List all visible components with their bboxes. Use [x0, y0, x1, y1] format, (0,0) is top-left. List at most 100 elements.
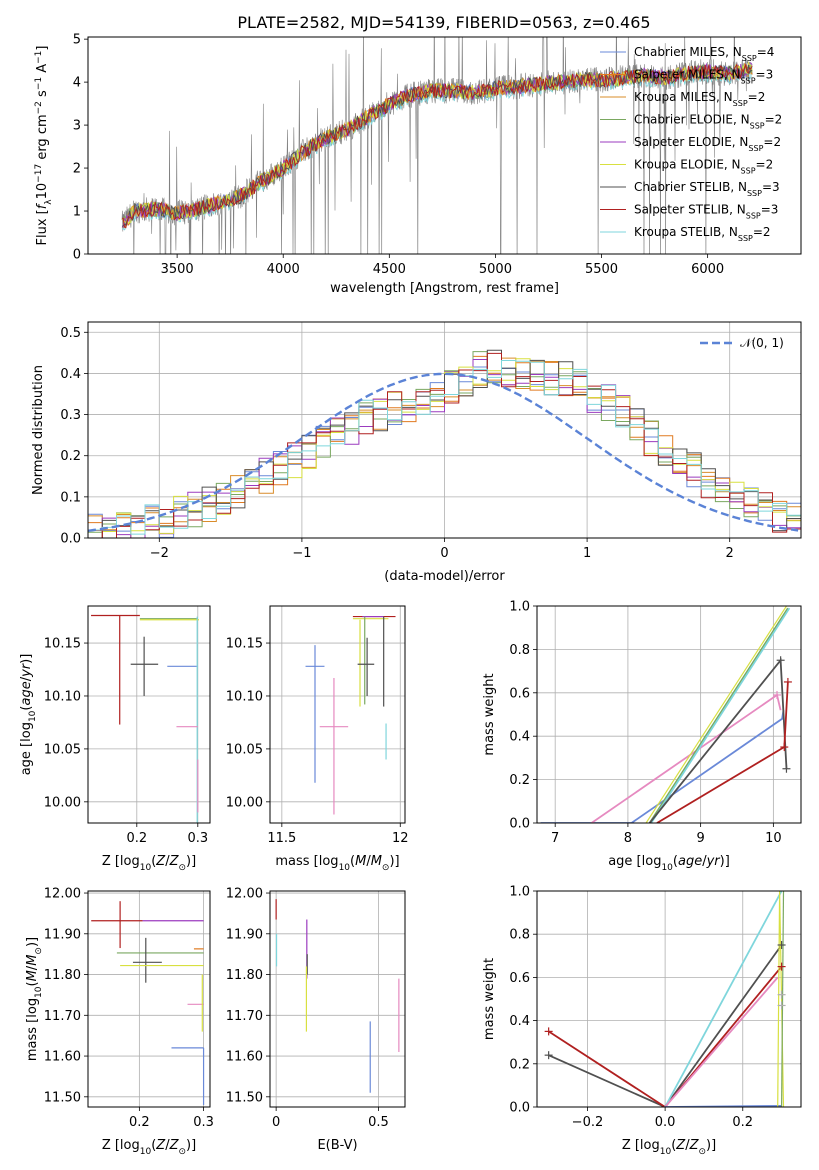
panel-8: −0.2 0.0 0.20.00.20.40.60.81.0Z [log10(Z/Z… [482, 885, 802, 1157]
label-part: )] [706, 1138, 716, 1153]
label-part: / [25, 965, 40, 970]
legend-subscript: SSP [738, 234, 753, 243]
label-part: 10 [35, 183, 50, 200]
label-part: 10 [28, 710, 38, 722]
x-tick-label: 0.2 [126, 831, 147, 846]
x-tick-label: 12 [392, 831, 409, 846]
x-tick-label: 0 [272, 1115, 280, 1130]
label-part: mass [log [25, 998, 40, 1061]
label-part: (data-model)/error [384, 569, 505, 584]
axes-frame [269, 605, 406, 824]
x-tick-label: 6000 [691, 262, 724, 277]
label-part: −17 [34, 164, 44, 183]
x-tick-label: 10 [765, 831, 782, 846]
plot-area [91, 614, 200, 823]
x-axis-label: Z [log10(Z/Z⊙)] [102, 1138, 196, 1157]
x-tick-label: 0.2 [732, 1115, 753, 1130]
y-axis-label: Flux [fλ10−17 erg cm−2 s−1 A−1] [34, 46, 54, 246]
legend-text: Chabrier ELODIE, N [634, 113, 750, 127]
x-tick-label: 9 [696, 831, 704, 846]
y-tick-label: 10.00 [44, 795, 81, 810]
x-tick-label: 0.3 [187, 831, 208, 846]
mass-weight-line [648, 657, 788, 823]
legend-text: Salpeter MILES, N [634, 68, 741, 82]
label-part: / [19, 676, 34, 681]
label-part: −1 [34, 51, 44, 64]
label-part: 10 [660, 1147, 672, 1157]
label-part: wavelength [Angstrom, rest frame] [330, 281, 559, 296]
legend-tail: =3 [762, 180, 780, 194]
label-part: Z [log [102, 854, 140, 869]
x-tick-label: −1 [292, 546, 311, 561]
y-tick-label: 10.15 [44, 637, 81, 652]
y-tick-label: 11.90 [44, 927, 81, 942]
label-part: / [165, 1138, 170, 1153]
label-part: mass [log [275, 854, 338, 869]
label-part: )] [389, 854, 399, 869]
label-part: )] [186, 854, 196, 869]
x-tick-label: 1 [583, 546, 591, 561]
y-tick-label: 0.6 [509, 686, 530, 701]
mass-weight-line [590, 693, 782, 823]
legend-tail: =2 [765, 113, 783, 127]
plot-area [275, 899, 400, 1093]
y-tick-label: 10.05 [226, 742, 263, 757]
legend-entry: Chabrier ELODIE, NSSP=2 [634, 113, 782, 131]
legend-text: Kroupa ELODIE, N [634, 158, 741, 172]
y-axis-label: mass weight [482, 673, 497, 755]
label-part: 10 [140, 863, 152, 873]
residual-histogram-8 [88, 352, 801, 538]
y-tick-label: 1.0 [509, 600, 530, 615]
legend-tail: =2 [763, 135, 781, 149]
y-axis-label: mass [log10(M/M⊙)] [25, 937, 44, 1061]
legend-text: Chabrier STELIB, N [634, 180, 747, 194]
x-tick-label: 0.0 [655, 1115, 676, 1130]
y-tick-label: 11.90 [226, 927, 263, 942]
panel-2: −2 −1 0 1 2 0.0 0.1 0.2 0.3 0.4 0.5 (data-model)/er… [31, 321, 802, 584]
label-part: λ [44, 199, 54, 205]
legend-text: Kroupa STELIB, N [634, 225, 738, 239]
x-tick-label: 0.3 [193, 1115, 214, 1130]
label-part: −1 [34, 77, 44, 90]
y-tick-label: 11.70 [44, 1009, 81, 1024]
y-tick-label: 0.3 [60, 408, 81, 423]
label-part: M [355, 854, 366, 869]
legend-entry: 𝒩(0, 1) [740, 336, 784, 350]
label-part: E(B-V) [317, 1138, 357, 1153]
mass-weight-line [548, 966, 783, 1107]
mass-weight-line [650, 607, 791, 823]
x-tick-label: 4500 [373, 262, 406, 277]
label-part: mass weight [482, 958, 497, 1040]
chart-title: PLATE=2582, MJD=54139, FIBERID=0563, z=0… [237, 13, 650, 32]
y-tick-label: 0.0 [60, 532, 81, 547]
label-part: Z [log [102, 1138, 140, 1153]
label-part: ( [19, 706, 34, 711]
x-tick-label: 2 [726, 546, 734, 561]
label-part: 10 [34, 986, 44, 998]
label-part: age [log [19, 722, 34, 775]
legend-tail: =2 [753, 225, 771, 239]
label-part: Z [675, 1138, 686, 1153]
label-part: Z [log [622, 1138, 660, 1153]
y-tick-label: 4 [73, 76, 81, 91]
axes-frame [87, 36, 802, 255]
label-part: )] [186, 1138, 196, 1153]
legend-text: Salpeter STELIB, N [634, 203, 746, 217]
label-part: ] [35, 46, 50, 51]
y-tick-label: 11.60 [44, 1050, 81, 1065]
legend-entry: Salpeter MILES, NSSP=3 [634, 68, 773, 86]
label-part: ⊙ [178, 863, 186, 873]
axes-frame [536, 890, 802, 1108]
label-part: Z [155, 1138, 166, 1153]
mass-weight-line [548, 944, 783, 1107]
label-part: yr [19, 662, 34, 678]
legend-subscript: SSP [742, 54, 757, 63]
label-part: 10 [140, 1147, 152, 1157]
y-tick-label: 10.00 [226, 795, 263, 810]
y-tick-label: 11.70 [226, 1009, 263, 1024]
y-tick-label: 0.0 [509, 1101, 530, 1116]
